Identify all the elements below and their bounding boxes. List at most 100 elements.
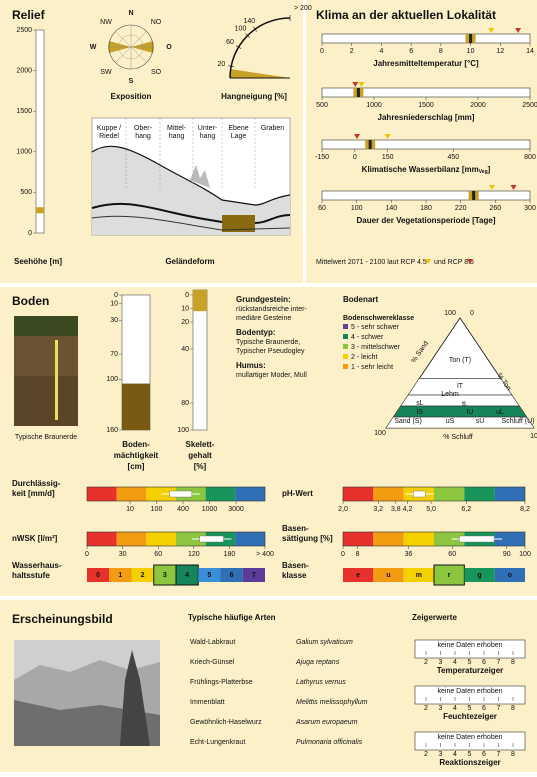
info-text: Typischer Pseudogley [236, 348, 305, 355]
bar-label: sättigung [%] [282, 534, 333, 543]
legend-swatch [343, 324, 348, 329]
axis-label: Exposition [111, 92, 152, 101]
legend-swatch [343, 344, 348, 349]
y-tick-label: 1500 [16, 108, 32, 115]
info-text: rückstandsreiche inter- [236, 306, 307, 313]
scale-bar [321, 190, 531, 201]
x-tick-label: 10 [126, 506, 134, 513]
x-tick-label: 1000 [366, 102, 382, 109]
class-cell [87, 568, 110, 582]
info-text: Typische Braunerde, [236, 339, 300, 346]
x-tick-label: 100 [351, 205, 363, 212]
x-tick-label: 2,0 [338, 506, 348, 513]
info-heading: Grundgestein: [236, 295, 291, 304]
tick-mark [235, 45, 242, 49]
info-heading: Bodentyp: [236, 328, 276, 337]
axis-label: Skelett- [186, 440, 215, 449]
texture-field: sL [416, 400, 424, 407]
landscape-photo [14, 640, 160, 746]
legend-rcp45 [425, 259, 431, 264]
x-tick-label: 10 [467, 48, 475, 55]
legend-label: 2 - leicht [351, 354, 378, 361]
y-tick-label: 40 [181, 346, 189, 353]
tick-label: 3 [439, 751, 443, 758]
tick-label: 8 [511, 659, 515, 666]
section-heading: Zeigerwerte [412, 613, 457, 622]
x-tick-label: -150 [315, 154, 329, 161]
texture-title: Bodenart [343, 295, 378, 304]
legend-label: 4 - schwer [351, 334, 384, 341]
elevation-column [35, 29, 45, 234]
axis-label: % Schluff [443, 434, 472, 441]
bar-segment [373, 532, 404, 546]
species-common: Echt-Lungenkraut [190, 739, 245, 746]
y-tick-label: 80 [181, 400, 189, 407]
x-tick-label: 100 [151, 506, 163, 513]
landform-label: Ebene [228, 125, 248, 132]
x-tick-label: 60 [318, 205, 326, 212]
class-cell [109, 568, 132, 582]
skeleton-value [193, 290, 207, 312]
caption: Typische Braunerde [15, 434, 77, 441]
tick-label: 100 [235, 25, 247, 32]
landform-label: Unter- [198, 125, 218, 132]
texture-field: tL [462, 401, 468, 408]
y-tick-label: 30 [110, 317, 118, 324]
bar-segment [116, 532, 147, 546]
x-tick-label: 2500 [522, 102, 537, 109]
axis-label: Geländeform [165, 257, 214, 266]
landform-label: Kuppe / [97, 125, 121, 132]
landform-label: Riedel [99, 133, 119, 140]
bar-label: Basen- [282, 561, 309, 570]
bar-label: Durchlässig- [12, 479, 61, 488]
y-tick-label: 10 [110, 300, 118, 307]
direction-label: NW [100, 19, 112, 26]
indicator-note: keine Daten erhoben [438, 642, 503, 649]
bar-label: Basen- [282, 524, 309, 533]
bar-frame [86, 486, 266, 502]
bar-segment [146, 532, 176, 546]
bar-label: klasse [282, 571, 307, 580]
tick-label: 4 [453, 705, 457, 712]
indicator-box [414, 639, 526, 659]
x-tick-label: 0 [341, 551, 345, 558]
corner-label: 0 [470, 310, 474, 317]
bar-label: haltsstufe [12, 571, 50, 580]
species-latin: Asarum europaeum [295, 719, 358, 726]
legend-text: Mittelwert 2071 - 2100 laut RCP 4.5 [316, 259, 427, 266]
x-tick-label: 260 [489, 205, 501, 212]
landform-label: Mittel- [167, 125, 187, 132]
class-label: u [386, 572, 390, 579]
corner-label: 100 [530, 433, 537, 440]
x-tick-label: 0 [353, 154, 357, 161]
direction-label: SW [100, 69, 112, 76]
value-box [199, 535, 224, 543]
direction-label: S [129, 78, 134, 85]
tick-label: 2 [424, 659, 428, 666]
bar-segment [87, 487, 117, 501]
value-box [459, 535, 495, 543]
bar-segment [235, 487, 265, 501]
y-tick-label: 1000 [16, 149, 32, 156]
tick-label: 2 [424, 705, 428, 712]
legend-swatch [343, 354, 348, 359]
tick-label: 4 [453, 751, 457, 758]
rcp45-marker [384, 134, 391, 139]
bar-segment [343, 532, 374, 546]
species-latin: Pulmonaria officinalis [296, 739, 363, 746]
soil-photo [14, 316, 78, 426]
slope-value [230, 69, 290, 78]
indicator-label: Feuchtezeiger [443, 712, 497, 721]
indicator-label: Reaktionszeiger [439, 758, 500, 767]
x-tick-label: 8,2 [520, 506, 530, 513]
legend-label: 3 - mittelschwer [351, 344, 401, 351]
rcp85-marker [354, 134, 361, 139]
y-tick-label: 0 [114, 292, 118, 299]
x-tick-label: 150 [382, 154, 394, 161]
landform-label: hang [200, 133, 216, 140]
class-cell [373, 568, 404, 582]
x-tick-label: 2 [350, 48, 354, 55]
texture-field: lS [417, 409, 424, 416]
bar-segment [116, 487, 147, 501]
